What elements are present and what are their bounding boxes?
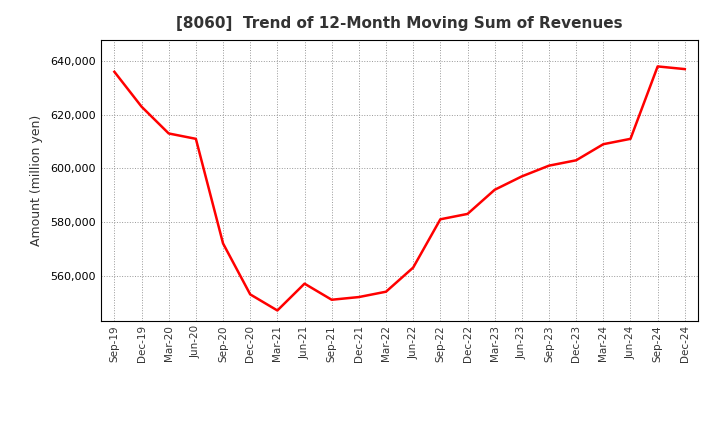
- Y-axis label: Amount (million yen): Amount (million yen): [30, 115, 43, 246]
- Title: [8060]  Trend of 12-Month Moving Sum of Revenues: [8060] Trend of 12-Month Moving Sum of R…: [176, 16, 623, 32]
